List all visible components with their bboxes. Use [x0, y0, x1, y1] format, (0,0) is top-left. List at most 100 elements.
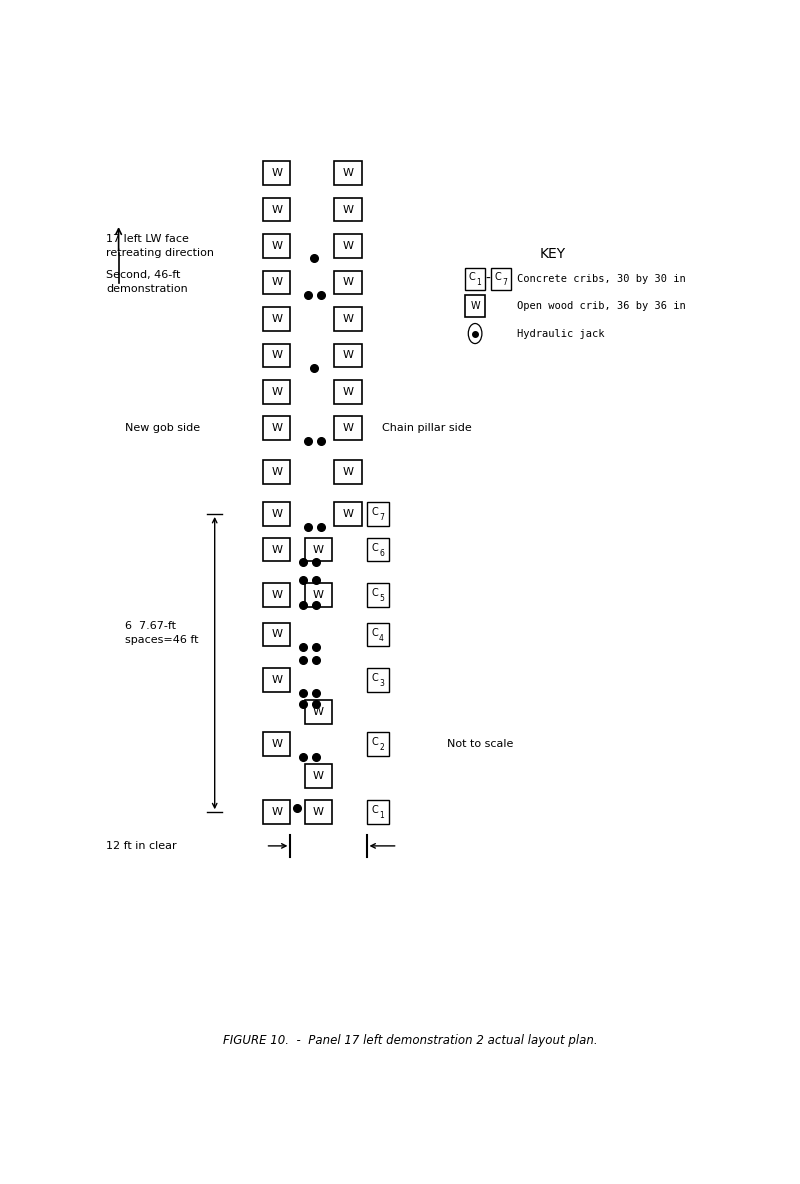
Text: C: C: [494, 272, 502, 282]
Text: W: W: [342, 424, 354, 433]
Text: 4: 4: [379, 633, 384, 643]
Bar: [465, 268, 485, 290]
Bar: [334, 161, 362, 185]
Bar: [465, 295, 485, 317]
Bar: [366, 584, 389, 607]
Bar: [263, 198, 290, 221]
Text: 3: 3: [379, 680, 384, 688]
Bar: [366, 668, 389, 691]
Text: W: W: [342, 350, 354, 360]
Text: C: C: [371, 507, 378, 517]
Text: W: W: [271, 387, 282, 397]
Text: Second, 46-ft
demonstration: Second, 46-ft demonstration: [106, 270, 188, 295]
Bar: [263, 461, 290, 484]
Bar: [334, 198, 362, 221]
Text: 6: 6: [379, 548, 384, 558]
Text: C: C: [371, 674, 378, 683]
Bar: [366, 538, 389, 561]
Text: W: W: [470, 301, 480, 311]
Text: W: W: [342, 205, 354, 214]
Text: C: C: [371, 736, 378, 747]
Bar: [305, 800, 332, 824]
Bar: [334, 417, 362, 440]
Bar: [263, 307, 290, 330]
Text: KEY: KEY: [539, 247, 566, 262]
Text: W: W: [271, 277, 282, 288]
Bar: [334, 271, 362, 295]
Text: Not to scale: Not to scale: [447, 739, 514, 748]
Text: C: C: [371, 628, 378, 637]
Text: W: W: [271, 242, 282, 251]
Text: C: C: [371, 542, 378, 553]
Text: W: W: [271, 424, 282, 433]
Text: W: W: [342, 509, 354, 519]
Text: W: W: [342, 468, 354, 477]
Bar: [334, 380, 362, 404]
Text: New gob side: New gob side: [125, 424, 200, 433]
Text: W: W: [342, 242, 354, 251]
Text: W: W: [313, 707, 324, 716]
Bar: [263, 380, 290, 404]
Text: 6  7.67-ft
spaces=46 ft: 6 7.67-ft spaces=46 ft: [125, 620, 198, 644]
Text: 5: 5: [379, 594, 384, 604]
Bar: [366, 732, 389, 755]
Text: W: W: [313, 771, 324, 780]
Bar: [334, 461, 362, 484]
Text: Open wood crib, 36 by 36 in: Open wood crib, 36 by 36 in: [517, 301, 686, 311]
Text: W: W: [271, 675, 282, 686]
Text: Chain pillar side: Chain pillar side: [382, 424, 472, 433]
Text: W: W: [271, 739, 282, 748]
Bar: [366, 502, 389, 526]
Text: C: C: [371, 805, 378, 816]
Text: C: C: [371, 588, 378, 598]
Bar: [305, 584, 332, 607]
Text: W: W: [271, 590, 282, 600]
Text: W: W: [342, 314, 354, 324]
Bar: [263, 732, 290, 755]
Text: W: W: [271, 807, 282, 817]
Bar: [334, 307, 362, 330]
Text: 17 left LW face
retreating direction: 17 left LW face retreating direction: [106, 234, 214, 258]
Text: W: W: [342, 168, 354, 178]
Bar: [305, 538, 332, 561]
Bar: [305, 700, 332, 723]
Bar: [263, 234, 290, 258]
Text: W: W: [271, 314, 282, 324]
Text: Hydraulic jack: Hydraulic jack: [517, 328, 604, 339]
Text: W: W: [271, 168, 282, 178]
Text: Concrete cribs, 30 by 30 in: Concrete cribs, 30 by 30 in: [517, 274, 686, 284]
Text: W: W: [271, 545, 282, 554]
Bar: [263, 800, 290, 824]
Bar: [263, 584, 290, 607]
Text: W: W: [342, 387, 354, 397]
Text: 12 ft in clear: 12 ft in clear: [106, 841, 177, 851]
Text: W: W: [271, 509, 282, 519]
Text: W: W: [313, 590, 324, 600]
Bar: [263, 623, 290, 646]
Text: W: W: [271, 468, 282, 477]
Bar: [491, 268, 511, 290]
Bar: [334, 502, 362, 526]
Bar: [263, 668, 290, 691]
Text: W: W: [271, 350, 282, 360]
Bar: [366, 623, 389, 646]
Text: C: C: [469, 272, 475, 282]
Text: W: W: [271, 630, 282, 639]
Text: W: W: [313, 545, 324, 554]
Bar: [263, 343, 290, 367]
Bar: [263, 271, 290, 295]
Bar: [334, 234, 362, 258]
Bar: [305, 764, 332, 787]
Text: 7: 7: [379, 513, 384, 522]
Bar: [263, 538, 290, 561]
Text: W: W: [313, 807, 324, 817]
Text: W: W: [342, 277, 354, 288]
Bar: [263, 417, 290, 440]
Text: 2: 2: [379, 742, 384, 752]
Text: 1: 1: [477, 278, 481, 287]
Text: -: -: [486, 272, 490, 285]
Text: W: W: [271, 205, 282, 214]
Bar: [334, 343, 362, 367]
Text: 1: 1: [379, 811, 384, 821]
Bar: [263, 161, 290, 185]
